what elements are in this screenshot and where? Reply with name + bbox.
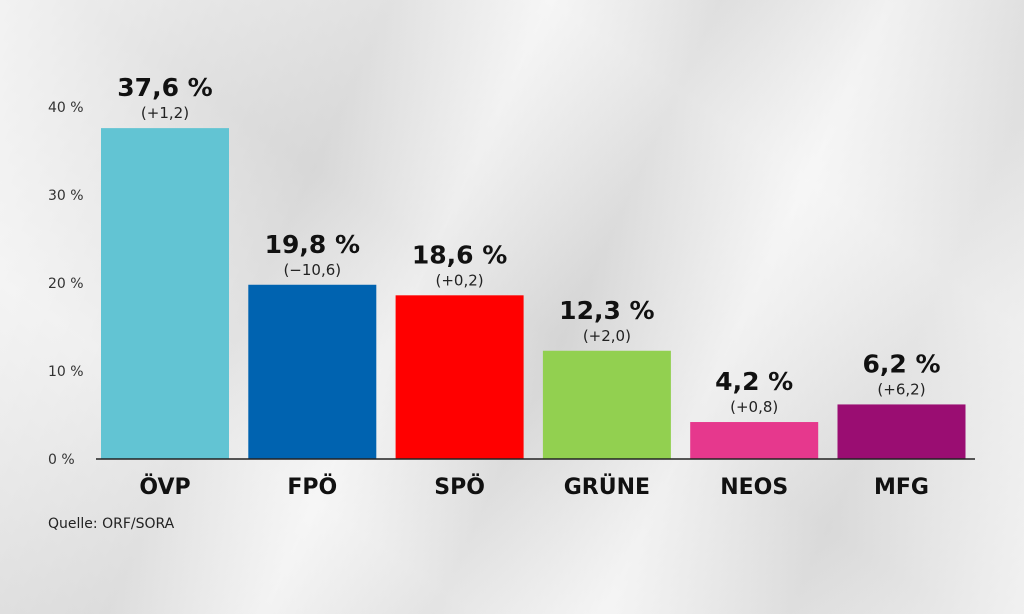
bar-neos	[690, 422, 818, 459]
y-tick-label: 40 %	[48, 100, 84, 116]
category-label: NEOS	[720, 475, 788, 500]
category-label: ÖVP	[139, 474, 190, 500]
change-label: (−10,6)	[283, 261, 341, 279]
change-label: (+6,2)	[877, 380, 925, 398]
bar-mfg	[838, 404, 966, 459]
source-note: Quelle: ORF/SORA	[48, 516, 174, 532]
category-label: SPÖ	[434, 474, 485, 500]
y-axis: 0 % 10 % 20 % 30 % 40 %	[48, 100, 84, 468]
bar-fpö	[248, 285, 376, 459]
bar-spö	[396, 295, 524, 459]
value-label: 4,2 %	[715, 367, 793, 396]
y-tick-label: 30 %	[48, 188, 84, 204]
y-tick-label: 20 %	[48, 276, 84, 292]
change-label: (+2,0)	[583, 327, 631, 345]
change-label: (+0,8)	[730, 398, 778, 416]
value-label: 18,6 %	[412, 240, 507, 269]
value-label: 12,3 %	[559, 296, 654, 325]
bars	[101, 128, 966, 459]
change-label: (+1,2)	[141, 104, 189, 122]
bar-övp	[101, 128, 229, 459]
value-label: 19,8 %	[265, 230, 360, 259]
category-label: MFG	[874, 475, 929, 500]
y-tick-label: 0 %	[48, 452, 75, 468]
bar-grüne	[543, 351, 671, 459]
change-label: (+0,2)	[436, 271, 484, 289]
value-label: 37,6 %	[117, 73, 212, 102]
value-label: 6,2 %	[862, 349, 940, 378]
y-tick-label: 10 %	[48, 364, 84, 380]
category-label: FPÖ	[287, 474, 337, 500]
category-label: GRÜNE	[564, 474, 650, 500]
